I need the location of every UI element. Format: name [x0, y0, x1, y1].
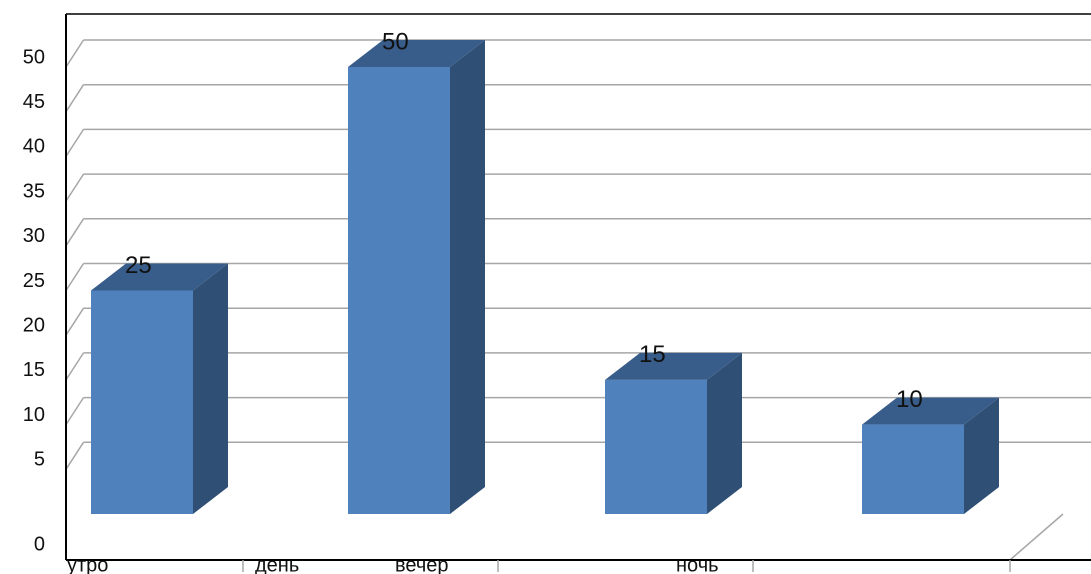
bar-side-face [193, 263, 228, 514]
y-tick-label: 10 [23, 404, 45, 426]
y-tick-label: 5 [34, 449, 45, 471]
y-tick-label: 25 [23, 270, 45, 292]
data-labels: 25 50 15 10 [125, 28, 923, 413]
gridline-diag [65, 441, 85, 470]
y-tick-label: 45 [23, 91, 45, 113]
data-label: 10 [896, 386, 923, 413]
category-label: вечер [395, 554, 449, 574]
y-tick-label: 20 [23, 314, 45, 336]
bar [862, 397, 999, 514]
y-tick-label: 35 [23, 180, 45, 202]
bar [91, 263, 228, 514]
data-label: 50 [382, 28, 409, 55]
bar-top-face [91, 263, 228, 291]
gridline-diag [65, 307, 85, 336]
gridline-diag [65, 352, 85, 381]
bar-top-face [348, 40, 485, 67]
bars [91, 40, 999, 514]
category-label: ночь [676, 554, 719, 574]
gridline-diag [65, 39, 85, 68]
gridline-diag [65, 128, 85, 157]
bar-top-face [605, 352, 742, 380]
y-tick-label: 0 [34, 533, 45, 555]
bar-side-face [707, 352, 742, 514]
y-tick-labels: 0 5 10 15 20 25 30 35 40 45 50 [23, 46, 45, 555]
bar-side-face [964, 397, 999, 514]
bar [348, 40, 485, 514]
gridline-diag [65, 218, 85, 247]
floor-edge-line [1009, 513, 1064, 561]
y-tick-label: 40 [23, 136, 45, 158]
y-tick-label: 50 [23, 46, 45, 68]
gridline-diag [65, 397, 85, 426]
gridline-diag [65, 263, 85, 291]
gridline-diag [65, 173, 85, 202]
bar-front-face [862, 424, 964, 514]
bar-front-face [91, 290, 193, 514]
bar-front-face [605, 379, 707, 514]
bar-front-face [348, 67, 450, 514]
bar-top-face [862, 397, 999, 425]
bar [605, 352, 742, 514]
category-labels: утро день вечер ночь [67, 554, 1011, 574]
gridlines [65, 39, 1091, 561]
axes [65, 13, 1091, 561]
data-label: 25 [125, 252, 152, 279]
y-tick-label: 30 [23, 225, 45, 247]
bar-side-face [450, 40, 485, 514]
gridline-diag [65, 84, 85, 113]
data-label: 15 [639, 341, 666, 368]
category-label: день [255, 554, 299, 574]
category-label: утро [67, 554, 108, 574]
y-tick-label: 15 [23, 359, 45, 381]
